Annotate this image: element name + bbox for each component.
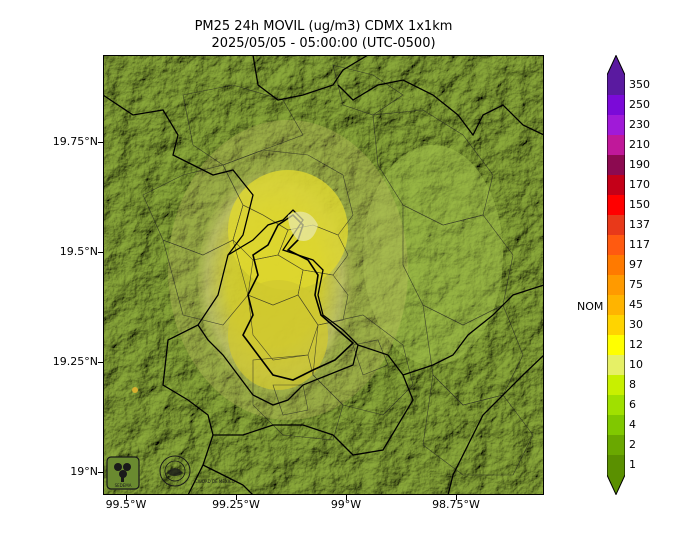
colorbar-segment (607, 455, 625, 476)
x-tick (126, 495, 127, 500)
colorbar-segment (607, 75, 625, 96)
colorbar-label: 30 (629, 318, 643, 331)
colorbar-label: 4 (629, 418, 636, 431)
colorbar-segment (607, 235, 625, 256)
colorbar (607, 55, 625, 495)
colorbar-label: 170 (629, 178, 650, 191)
colorbar-segment (607, 195, 625, 216)
colorbar-label: 97 (629, 258, 643, 271)
colorbar-label: 137 (629, 218, 650, 231)
y-tick-label: 19.25°N (52, 355, 98, 368)
y-tick (98, 362, 103, 363)
x-tick-label: 99.25°W (212, 498, 260, 511)
colorbar-cap (607, 475, 625, 495)
colorbar-label: 250 (629, 98, 650, 111)
colorbar-segment (607, 175, 625, 196)
colorbar-label: 117 (629, 238, 650, 251)
colorbar-outline (607, 55, 625, 495)
colorbar-cap (607, 55, 625, 75)
colorbar-segment (607, 95, 625, 116)
colorbar-label: 150 (629, 198, 650, 211)
colorbar-label: 2 (629, 438, 636, 451)
colorbar-label: 350 (629, 78, 650, 91)
x-tick (346, 495, 347, 500)
x-tick-label: 99°W (330, 498, 362, 511)
colorbar-segment (607, 375, 625, 396)
colorbar-label: 6 (629, 398, 636, 411)
map-panel: SEDEMA CIUDAD DE MÉXICO (103, 55, 544, 495)
colorbar-label: 75 (629, 278, 643, 291)
x-tick-label: 99.5°W (105, 498, 147, 511)
colorbar-label: 12 (629, 338, 643, 351)
colorbar-label: 8 (629, 378, 636, 391)
cdmx-logo: CIUDAD DE MÉXICO (159, 455, 235, 487)
x-tick (236, 495, 237, 500)
colorbar-label: 45 (629, 298, 643, 311)
colorbar-segment (607, 115, 625, 136)
state-boundaries (103, 55, 544, 495)
colorbar-segment (607, 255, 625, 276)
colorbar-segment (607, 335, 625, 356)
high-value-spot (132, 387, 138, 393)
y-tick (98, 142, 103, 143)
colorbar-label: 10 (629, 358, 643, 371)
sedema-logo-text: SEDEMA (115, 483, 132, 488)
colorbar-label: 1 (629, 458, 636, 471)
colorbar-segment (607, 275, 625, 296)
colorbar-segment (607, 315, 625, 336)
map-title: PM25 24h MOVIL (ug/m3) CDMX 1x1km (194, 19, 453, 34)
y-tick-label: 19.5°N (59, 245, 98, 258)
colorbar-label: 190 (629, 158, 650, 171)
y-tick (98, 472, 103, 473)
colorbar-label: 230 (629, 118, 650, 131)
y-tick-label: 19.75°N (52, 135, 98, 148)
colorbar-segment (607, 395, 625, 416)
colorbar-segment (607, 355, 625, 376)
colorbar-segment (607, 155, 625, 176)
light-green-area (363, 145, 503, 365)
y-tick-label: 19°N (70, 465, 98, 478)
colorbar-segment (607, 435, 625, 456)
colorbar-segment (607, 295, 625, 316)
sedema-logo: SEDEMA (106, 456, 140, 490)
colorbar-segment (607, 135, 625, 156)
colorbar-segment (607, 415, 625, 436)
x-tick-label: 98.75°W (432, 498, 480, 511)
colorbar-segment (607, 215, 625, 236)
colorbar-label: 210 (629, 138, 650, 151)
map-timestamp: 2025/05/05 - 05:00:00 (UTC-0500) (211, 36, 436, 51)
lake-region (288, 211, 318, 241)
y-tick (98, 252, 103, 253)
x-tick (456, 495, 457, 500)
cdmx-logo-text: CIUDAD DE MÉXICO (195, 479, 235, 484)
nom-reference-label: NOM (577, 300, 604, 313)
